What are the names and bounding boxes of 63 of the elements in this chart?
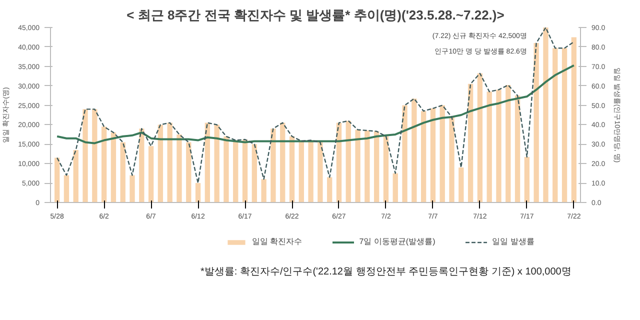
bar (110, 132, 116, 202)
bar (486, 92, 492, 202)
bar (552, 48, 558, 202)
bar (374, 131, 380, 202)
legend-label: 일일 발생률 (492, 236, 534, 247)
bar (420, 111, 426, 202)
bar (346, 120, 351, 202)
bar (289, 136, 295, 202)
bar (186, 142, 192, 202)
bar (73, 150, 78, 202)
bar (130, 175, 135, 202)
bar (64, 175, 70, 202)
bar (355, 130, 360, 202)
bar (440, 105, 445, 202)
legend-label: 7일 이동평균(발생률) (359, 236, 436, 247)
bar (82, 109, 88, 202)
bar (158, 124, 164, 202)
bar (327, 177, 332, 202)
bar (224, 136, 229, 202)
bar (195, 183, 201, 202)
bar (242, 140, 248, 202)
bar (524, 157, 530, 202)
bar (92, 109, 98, 202)
bar (543, 28, 548, 202)
bar (148, 146, 154, 202)
bar (506, 85, 511, 202)
bar (101, 126, 107, 202)
bar (280, 122, 286, 202)
bar (534, 43, 539, 202)
bar (261, 179, 266, 202)
bar (571, 37, 577, 202)
bar (477, 73, 483, 202)
bar (402, 105, 408, 202)
bar (383, 136, 389, 202)
bar (430, 108, 436, 202)
line-series (56, 64, 575, 144)
bar (233, 140, 238, 202)
bar (120, 142, 126, 202)
bar (139, 128, 144, 202)
bar (308, 140, 314, 202)
bar (458, 168, 464, 202)
bar (449, 116, 454, 202)
bar (214, 124, 220, 202)
bar (514, 96, 520, 202)
bar (298, 141, 304, 202)
legend-label: 일일 확진자수 (252, 236, 302, 247)
text: *발생률: 확진자수/인구수('22.12월 행정안전부 주민등록인구현황 기준) x 100,000명 (200, 266, 572, 278)
bar (468, 84, 474, 202)
chart-title: < 최근 8주간 전국 확진자수 및 발생률* 추이(명)('23.5.28.~7.22.)> (126, 8, 505, 22)
bar (318, 142, 323, 202)
bar (496, 90, 502, 202)
bar (176, 134, 182, 202)
bar (392, 173, 398, 202)
line-series (56, 28, 575, 184)
bar (167, 122, 172, 202)
bar (562, 48, 568, 202)
bar (54, 158, 60, 202)
bar (364, 130, 370, 202)
bar (336, 122, 342, 202)
bar (204, 122, 210, 202)
bar (270, 128, 276, 202)
bar (412, 98, 417, 202)
bar (252, 144, 258, 202)
